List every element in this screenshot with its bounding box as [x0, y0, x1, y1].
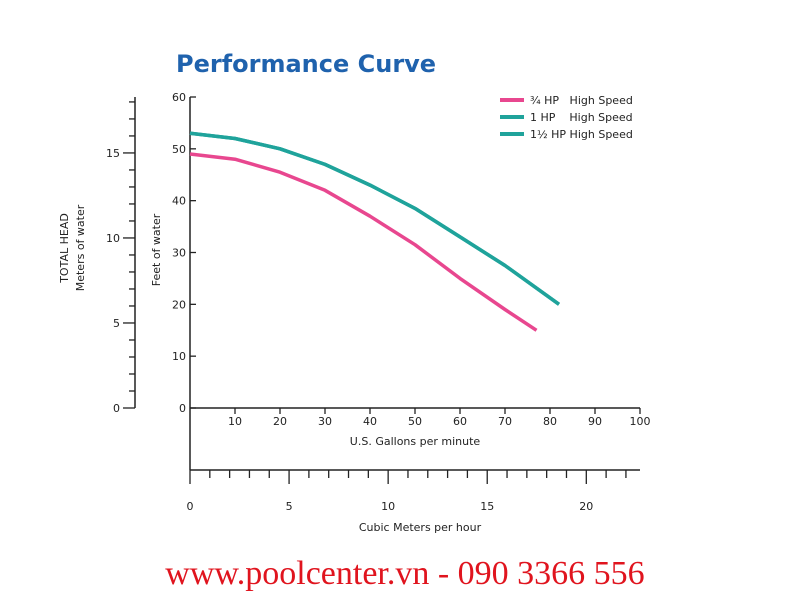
legend-label: 1½ HP High Speed: [530, 128, 633, 141]
y-tick-label: 30: [172, 247, 186, 260]
y2-tick-label: 5: [113, 317, 120, 330]
x-tick-label: 80: [543, 415, 557, 428]
footer: www.poolcenter.vn - 090 3366 556: [165, 555, 644, 592]
x2-tick-label: 5: [286, 500, 293, 513]
x-tick-label: 20: [273, 415, 287, 428]
y-tick-label: 10: [172, 350, 186, 363]
y2-tick-label: 10: [106, 232, 120, 245]
y-tick-label: 20: [172, 298, 186, 311]
legend-label: ¾ HP High Speed: [530, 94, 633, 107]
x2-tick-label: 0: [187, 500, 194, 513]
x2-tick-label: 20: [579, 500, 593, 513]
x-tick-label: 70: [498, 415, 512, 428]
y-axis-label: Feet of water: [150, 213, 163, 286]
x2-tick-label: 10: [381, 500, 395, 513]
x-tick-label: 60: [453, 415, 467, 428]
y-tick-label: 40: [172, 195, 186, 208]
x2-axis-label: Cubic Meters per hour: [359, 521, 482, 534]
x-tick-label: 50: [408, 415, 422, 428]
x2-tick-label: 15: [480, 500, 494, 513]
y-tick-label: 50: [172, 143, 186, 156]
y2-axis-title: TOTAL HEAD: [58, 213, 71, 284]
series-line: [189, 152, 538, 332]
legend-label: 1 HP High Speed: [530, 111, 633, 124]
y-tick-label: 60: [172, 91, 186, 104]
x-tick-label: 90: [588, 415, 602, 428]
x-axis-label: U.S. Gallons per minute: [350, 435, 481, 448]
x-tick-label: 40: [363, 415, 377, 428]
chart-title: Performance Curve: [176, 50, 436, 78]
y2-axis-label: Meters of water: [74, 204, 87, 291]
y2-tick-label: 0: [113, 402, 120, 415]
x-tick-label: 30: [318, 415, 332, 428]
series-line: [189, 131, 561, 306]
x-tick-label: 10: [228, 415, 242, 428]
y2-tick-label: 15: [106, 147, 120, 160]
x-tick-label: 100: [630, 415, 651, 428]
y-tick-label: 0: [179, 402, 186, 415]
